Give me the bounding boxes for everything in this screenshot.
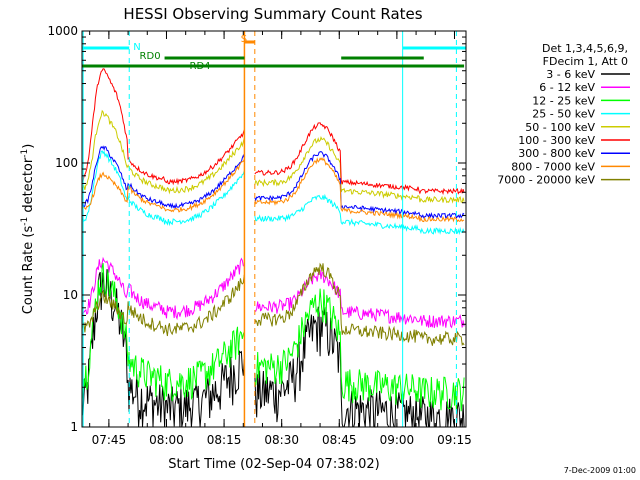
footer-date: 7-Dec-2009 01:00: [564, 466, 636, 475]
plot-frame: [81, 30, 467, 428]
y-tick-label-1: 1: [70, 420, 78, 434]
legend-label-5: 50 - 100 keV: [525, 121, 595, 134]
legend-label-7: 300 - 800 keV: [518, 147, 595, 160]
y-tick-label-2: 10: [63, 288, 78, 302]
flag-label-rd4: RD4: [190, 61, 211, 72]
y-axis-label-end: ): [21, 144, 36, 149]
series-line-8: [81, 157, 465, 223]
y-axis-label-sup1: -1: [20, 217, 30, 226]
y-tick-label-3: 100: [55, 156, 78, 170]
axis-ticks: 07:45 08:00 08:15 08:30 08:45 09:00 09:15 1 10 10…: [47, 24, 471, 447]
y-axis-label-main: Count Rate (s: [21, 226, 36, 315]
legend-label-2: 6 - 12 keV: [539, 81, 595, 94]
series-line-1: [81, 269, 465, 428]
y-axis-label-mid: detector: [21, 157, 36, 217]
x-tick-label-2: 08:00: [149, 433, 184, 447]
x-tick-label-5: 08:45: [322, 433, 357, 447]
series-line-6: [81, 68, 465, 196]
y-axis-label-sup2: -1: [20, 149, 30, 158]
series-line-3: [81, 263, 465, 412]
series-line-5: [81, 109, 465, 204]
legend-label-8: 800 - 7000 keV: [511, 160, 595, 173]
legend: Det 1,3,4,5,6,9, FDecim 1, Att 0 3 - 6 k…: [497, 42, 630, 187]
series-line-9: [81, 262, 465, 347]
x-axis-label: Start Time (02-Sep-04 07:38:02): [168, 457, 379, 472]
flag-label-night_cyan: N: [133, 42, 140, 53]
legend-label-3: 12 - 25 keV: [532, 94, 595, 107]
legend-label-9: 7000 - 20000 keV: [497, 174, 595, 187]
chart-title: HESSI Observing Summary Count Rates: [123, 5, 422, 23]
legend-header-line1: Det 1,3,4,5,6,9,: [542, 42, 628, 55]
y-axis-label: Count Rate (s-1 detector-1): [20, 144, 36, 315]
y-tick-label-4: 1000: [47, 24, 78, 38]
flag-label-saa: S: [241, 34, 247, 45]
legend-label-4: 25 - 50 keV: [532, 108, 595, 121]
x-tick-label-1: 07:45: [92, 433, 127, 447]
series-line-7: [81, 145, 465, 220]
x-tick-label-6: 09:00: [380, 433, 415, 447]
flag-label-rd0: RD0: [140, 51, 161, 62]
legend-header-line2: FDecim 1, Att 0: [543, 55, 628, 68]
x-tick-label-3: 08:15: [207, 433, 242, 447]
legend-label-6: 100 - 300 keV: [518, 134, 595, 147]
series-line-2: [81, 256, 465, 329]
legend-label-1: 3 - 6 keV: [546, 68, 595, 81]
series-line-4: [81, 150, 465, 236]
x-tick-label-7: 09:15: [437, 433, 472, 447]
x-tick-label-4: 08:30: [264, 433, 299, 447]
